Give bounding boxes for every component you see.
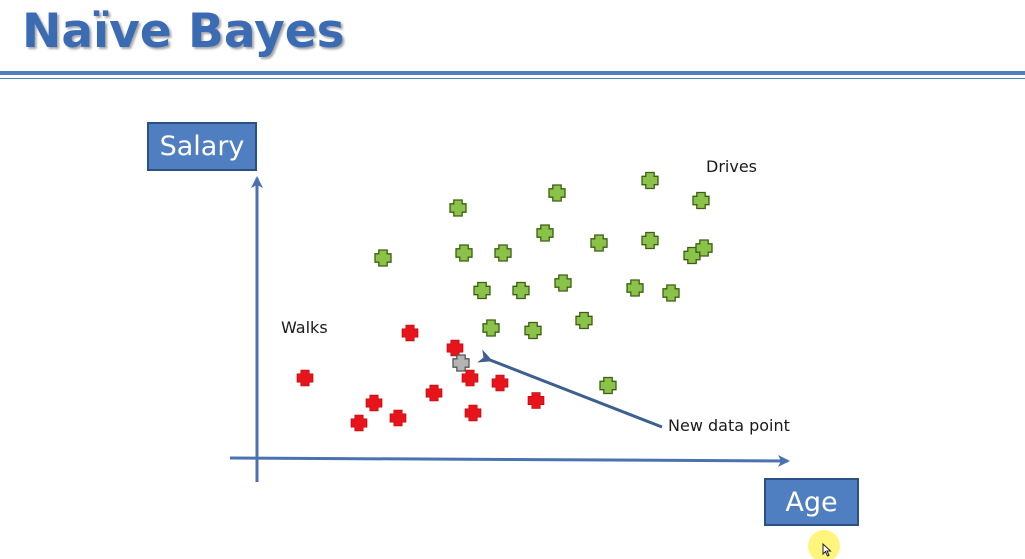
title-underline-thin — [0, 78, 1025, 79]
drives-point — [641, 231, 659, 250]
new-data-point — [452, 354, 470, 372]
walks-point — [491, 374, 509, 392]
title-underline — [0, 71, 1025, 75]
drives-point — [548, 184, 566, 202]
walks-point — [296, 369, 314, 387]
walks-point — [461, 369, 479, 387]
mouse-cursor-icon — [822, 543, 832, 557]
drives-point — [536, 224, 554, 242]
drives-point — [482, 319, 500, 337]
walks-point — [446, 339, 464, 357]
new-data-point-label: New data point — [668, 416, 790, 435]
x-axis — [229, 454, 790, 467]
slide-title: Naïve Bayes — [22, 4, 345, 59]
drives-point — [662, 284, 680, 302]
drives-point — [641, 171, 659, 190]
points-layer — [296, 171, 713, 432]
x-axis-label: Age — [764, 478, 859, 526]
drives-point — [374, 249, 392, 267]
walks-point — [365, 394, 383, 412]
drives-point — [626, 279, 644, 297]
drives-point — [575, 311, 593, 330]
drives-point — [695, 239, 713, 257]
walks-point — [464, 404, 482, 422]
drives-point — [494, 244, 512, 262]
walks-point — [425, 384, 443, 402]
y-axis-label: Salary — [147, 122, 257, 171]
new-point-pointer-arrow — [477, 349, 663, 429]
drives-point — [455, 244, 473, 262]
walks-point — [401, 324, 419, 342]
drives-point — [692, 191, 710, 210]
walks-label: Walks — [281, 318, 328, 337]
drives-point — [512, 281, 530, 300]
drives-label: Drives — [706, 157, 757, 176]
walks-point — [389, 409, 407, 427]
walks-point — [527, 392, 545, 409]
drives-point — [524, 321, 542, 340]
drives-point — [449, 199, 467, 217]
drives-point — [473, 281, 491, 300]
drives-point — [599, 376, 617, 395]
drives-point — [554, 274, 572, 292]
drives-point — [590, 234, 608, 252]
walks-point — [350, 414, 368, 432]
